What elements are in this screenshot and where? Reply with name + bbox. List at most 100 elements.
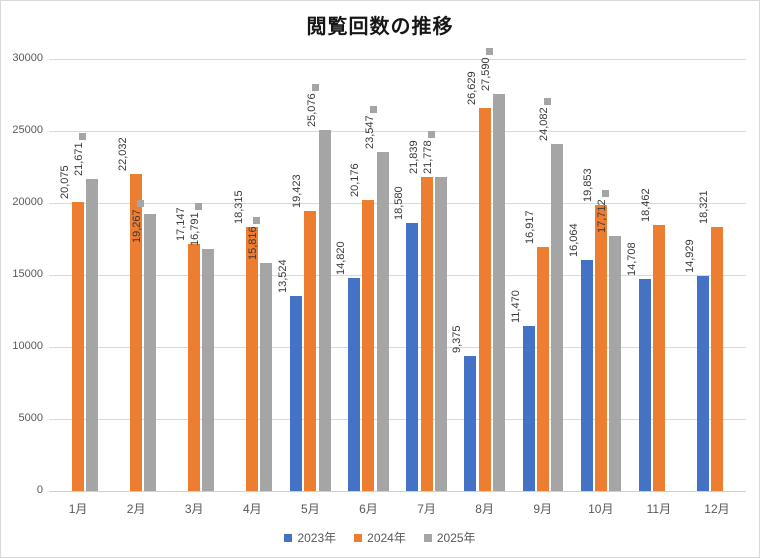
x-axis-tick-label: 1月	[68, 502, 88, 516]
bar-2025年-3月	[202, 249, 215, 491]
data-label-2023年-11月: 14,708	[625, 242, 638, 277]
data-label-2024年-12月: 18,321	[697, 190, 710, 225]
y-axis-tick-label: 0	[36, 484, 43, 496]
data-label-2024年-5月: 19,423	[291, 174, 304, 209]
x-axis-tick-label: 10月	[588, 502, 614, 516]
y-axis-tick-label: 20000	[12, 196, 43, 208]
legend-key-square-7月	[427, 131, 435, 139]
legend-swatch-icon	[284, 533, 293, 542]
y-axis-tick-label: 5000	[18, 412, 43, 424]
data-label-2025年-7月: 21,778	[421, 140, 434, 175]
y-gridline	[49, 131, 746, 132]
legend-item-2025年: 2025年	[423, 529, 476, 546]
x-axis-tick-label: 9月	[533, 502, 553, 516]
x-axis-tick-label: 11月	[646, 502, 672, 516]
data-label-2024年-3月: 17,147	[175, 207, 188, 242]
legend: 2023年 2024年 2025年	[1, 529, 759, 546]
bar-2023年-5月	[290, 296, 303, 491]
bar-2024年-11月	[652, 225, 665, 491]
data-label-2025年-8月: 27,590	[479, 57, 492, 91]
data-label-2024年-10月: 19,853	[581, 168, 594, 203]
x-axis-tick-label: 8月	[475, 502, 494, 516]
x-axis-tick-label: 12月	[704, 502, 730, 516]
data-label-2025年-2月: 19,267	[131, 208, 144, 243]
legend-key-square-8月	[485, 47, 493, 55]
y-gridline	[49, 347, 746, 348]
bar-2023年-7月	[406, 223, 419, 491]
legend-key-square-4月	[253, 217, 261, 225]
bar-2024年-12月	[710, 227, 723, 491]
bar-2023年-12月	[696, 276, 709, 491]
data-label-2023年-5月: 13,524	[277, 259, 290, 294]
data-label-2023年-9月: 11,470	[509, 290, 522, 323]
bar-2023年-11月	[638, 279, 651, 491]
legend-key-square-3月	[195, 203, 203, 211]
legend-swatch-icon	[423, 533, 432, 542]
y-gridline	[49, 275, 746, 276]
data-label-2025年-6月: 23,547	[363, 115, 376, 149]
legend-swatch-icon	[354, 533, 363, 542]
x-axis-tick-label: 7月	[417, 502, 436, 516]
x-axis-line	[49, 491, 746, 492]
data-label-2023年-6月: 14,820	[335, 240, 348, 275]
bar-2023年-6月	[348, 277, 361, 491]
legend-label: 2023年	[297, 531, 337, 545]
bar-2025年-9月	[550, 144, 563, 491]
bar-2024年-6月	[362, 200, 375, 491]
data-label-2024年-11月: 18,462	[639, 188, 652, 223]
legend-key-square-2月	[137, 199, 145, 207]
bar-2025年-8月	[492, 93, 505, 491]
chart-title: 閲覧回数の推移	[306, 16, 454, 38]
y-axis-tick-label: 15000	[12, 268, 43, 280]
legend-item-2023年: 2023年	[284, 529, 336, 546]
bar-2024年-1月	[72, 201, 85, 491]
bar-2023年-8月	[464, 356, 477, 491]
bar-2024年-2月	[130, 173, 143, 491]
data-label-2024年-1月: 20,075	[59, 165, 72, 199]
data-label-2024年-6月: 20,176	[349, 163, 362, 198]
bar-2025年-6月	[376, 151, 389, 491]
bar-2024年-3月	[188, 244, 201, 491]
bar-2025年-1月	[86, 178, 99, 491]
bar-2025年-7月	[434, 177, 447, 491]
y-axis-tick-label: 30000	[12, 52, 43, 64]
data-label-2023年-12月: 14,929	[683, 239, 696, 274]
data-label-2024年-7月: 21,839	[407, 139, 420, 174]
y-gridline	[49, 419, 746, 420]
data-label-2023年-10月: 16,064	[567, 223, 580, 257]
bar-2024年-9月	[536, 247, 549, 491]
data-label-2024年-4月: 18,315	[233, 190, 246, 225]
bar-2025年-2月	[144, 213, 157, 491]
y-axis-tick-label: 25000	[12, 124, 43, 136]
legend-key-square-5月	[311, 83, 319, 91]
data-label-2025年-3月: 16,791	[189, 212, 202, 247]
legend-label: 2024年	[367, 531, 406, 545]
legend-label: 2025年	[436, 531, 476, 545]
data-label-2024年-9月: 16,917	[523, 210, 536, 245]
data-label-2024年-2月: 22,032	[117, 137, 130, 171]
bar-2024年-7月	[420, 176, 433, 491]
data-label-2024年-8月: 26,629	[465, 70, 478, 105]
bar-2025年-4月	[260, 263, 273, 491]
x-axis-tick-label: 3月	[184, 502, 204, 516]
legend-key-square-1月	[79, 132, 87, 140]
data-label-2023年-8月: 9,375	[451, 325, 464, 353]
y-axis-tick-label: 10000	[12, 340, 43, 352]
legend-key-square-6月	[369, 105, 377, 113]
bar-2025年-5月	[318, 129, 331, 491]
data-label-2023年-7月: 18,580	[393, 186, 406, 221]
bar-2025年-10月	[608, 235, 621, 491]
data-label-2025年-9月: 24,082	[537, 107, 550, 142]
bar-2024年-4月	[246, 227, 259, 491]
y-gridline	[49, 59, 746, 60]
x-axis-tick-label: 6月	[359, 502, 378, 516]
legend-item-2024年: 2024年	[354, 529, 406, 546]
legend-key-square-10月	[601, 189, 609, 197]
y-gridline	[49, 203, 746, 204]
x-axis-tick-label: 2月	[126, 502, 146, 516]
x-axis-tick-label: 4月	[242, 502, 262, 516]
x-axis-tick-label: 5月	[301, 502, 320, 516]
bar-2024年-8月	[478, 107, 491, 491]
data-label-2025年-1月: 21,671	[73, 142, 86, 176]
